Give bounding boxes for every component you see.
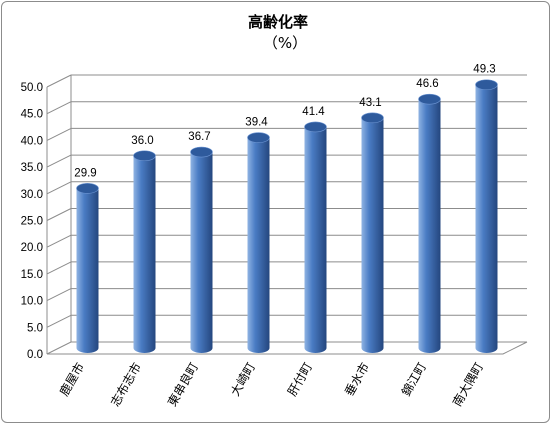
gridline-diagonal	[46, 314, 72, 328]
bar-top	[247, 132, 270, 143]
bar	[361, 112, 384, 353]
y-tick-label: 15.0	[21, 269, 43, 281]
data-label: 36.7	[188, 131, 210, 143]
gridline-diagonal	[46, 288, 72, 302]
y-tick-label: 20.0	[21, 242, 43, 254]
y-tick-label: 40.0	[21, 135, 43, 147]
bar	[418, 93, 441, 353]
x-category-label: 錦江町	[398, 360, 429, 399]
grid-layer	[46, 74, 527, 355]
y-tick-label: 25.0	[21, 216, 43, 228]
bar-top	[475, 79, 498, 91]
bar-top	[304, 121, 327, 133]
data-label: 39.4	[245, 117, 268, 129]
x-category-label: 鹿屋市	[56, 360, 87, 399]
chart-title: 高齢化率	[248, 13, 308, 31]
x-category-label: 肝付町	[285, 360, 315, 398]
bar-body	[475, 84, 498, 353]
bar-body	[361, 117, 384, 353]
bar	[76, 183, 99, 353]
y-tick-label: 10.0	[21, 296, 43, 308]
gridline-diagonal	[46, 208, 72, 221]
gridline-diagonal	[46, 341, 72, 355]
bar-body	[304, 126, 327, 353]
data-label: 49.3	[473, 64, 495, 76]
bar	[133, 150, 156, 353]
y-tick-label: 0.0	[27, 349, 43, 361]
bar-body	[76, 188, 99, 353]
bar	[247, 132, 270, 353]
gridline-diagonal	[46, 181, 72, 195]
x-axis-floor	[47, 341, 528, 355]
data-label: 43.1	[359, 97, 381, 109]
bar-body	[190, 152, 213, 353]
data-label: 46.6	[416, 78, 438, 90]
bar	[475, 79, 498, 353]
chart-subtitle: （%）	[263, 34, 307, 52]
gridline-diagonal	[46, 234, 72, 248]
gridline-diagonal	[46, 154, 72, 168]
gridline-diagonal	[46, 261, 72, 275]
bar-top	[361, 112, 384, 124]
bar-top	[133, 150, 156, 162]
data-label: 36.0	[131, 135, 153, 147]
bar-body	[133, 155, 156, 353]
bar-body	[247, 137, 270, 353]
gridline-diagonal	[46, 101, 72, 115]
y-tick-label: 35.0	[21, 162, 43, 174]
y-tick-label: 50.0	[21, 82, 43, 94]
data-label: 41.4	[302, 106, 325, 118]
bar-layer	[76, 79, 498, 353]
bar	[304, 121, 327, 353]
bar-body	[418, 99, 441, 353]
x-category-label: 志布志市	[107, 360, 144, 409]
x-category-label: 南大隅町	[449, 360, 486, 409]
y-tick-label: 45.0	[21, 109, 43, 121]
data-label: 29.9	[74, 167, 96, 179]
gridline-diagonal	[46, 74, 72, 88]
y-tick-label: 30.0	[21, 189, 43, 201]
bar-top	[76, 183, 99, 194]
bar-top	[418, 93, 441, 105]
x-category-label: 垂水市	[341, 360, 372, 399]
x-category-label: 東串良町	[164, 360, 201, 409]
x-category-label: 大崎町	[228, 360, 258, 398]
axis-layer	[46, 75, 528, 355]
y-tick-label: 5.0	[27, 322, 43, 334]
gridline-diagonal	[46, 127, 72, 141]
bar-top	[190, 146, 213, 158]
bar	[190, 146, 213, 353]
